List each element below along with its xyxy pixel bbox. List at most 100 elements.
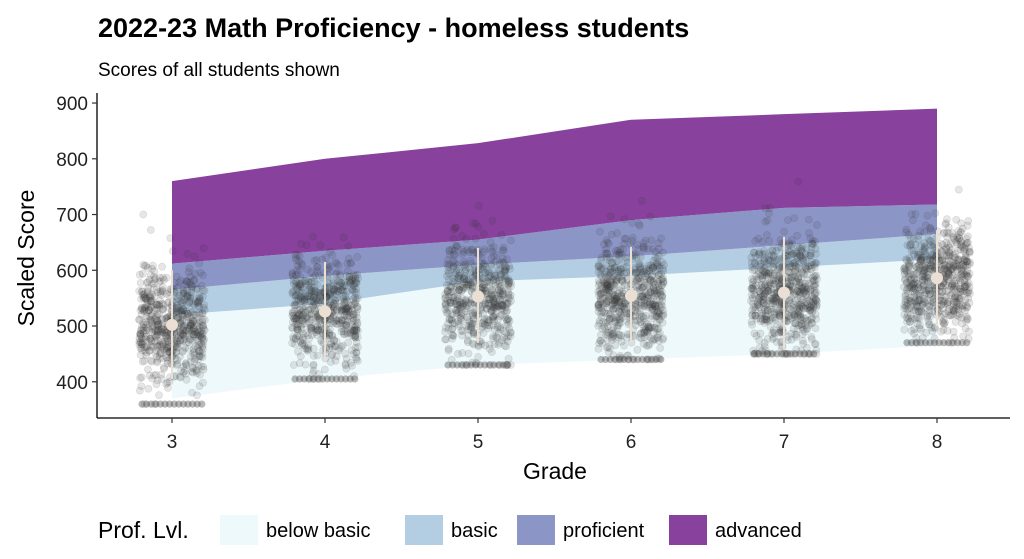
score-point <box>785 312 794 321</box>
score-point <box>310 304 319 312</box>
score-point <box>157 291 166 299</box>
score-point <box>474 201 483 210</box>
score-point <box>147 336 156 345</box>
score-point <box>136 306 145 315</box>
score-point <box>186 334 195 343</box>
legend-label-basic: basic <box>451 520 498 542</box>
score-point <box>464 349 473 358</box>
score-point <box>906 317 914 326</box>
score-point <box>142 320 150 329</box>
score-point <box>173 340 182 349</box>
score-point <box>189 330 198 339</box>
score-point <box>182 326 191 335</box>
score-point <box>195 347 203 356</box>
score-point <box>955 255 963 264</box>
score-point <box>794 177 803 186</box>
score-point <box>150 267 159 276</box>
score-point <box>903 305 912 314</box>
score-point <box>196 294 204 303</box>
y-tick-label: 400 <box>56 373 88 394</box>
chart-title: 2022-23 Math Proficiency - homeless stud… <box>98 13 689 43</box>
score-point <box>147 337 156 345</box>
score-point <box>153 358 161 367</box>
score-point <box>195 352 204 360</box>
score-point <box>184 331 193 339</box>
score-point <box>443 286 452 295</box>
score-point <box>142 294 151 303</box>
score-point <box>143 264 152 272</box>
score-point <box>148 264 156 273</box>
score-point <box>135 270 144 279</box>
score-point <box>188 326 197 335</box>
score-point <box>183 292 191 301</box>
score-point <box>339 291 348 300</box>
score-point <box>341 349 350 358</box>
score-point <box>138 290 147 299</box>
score-point <box>137 340 146 349</box>
score-point <box>916 227 925 236</box>
score-point <box>188 336 197 345</box>
score-point <box>756 259 765 268</box>
score-point <box>153 316 162 325</box>
score-point <box>199 378 207 387</box>
score-point <box>607 230 616 239</box>
score-point <box>146 271 155 280</box>
score-point <box>602 245 610 254</box>
score-point <box>154 325 162 334</box>
floor-point <box>810 350 818 358</box>
score-point <box>195 332 204 341</box>
score-point <box>145 305 154 314</box>
score-point <box>619 245 628 253</box>
score-point <box>293 251 302 259</box>
score-point <box>195 296 204 305</box>
score-point <box>135 315 144 324</box>
score-point <box>647 236 656 245</box>
score-point <box>148 324 157 333</box>
score-point <box>193 328 202 337</box>
score-point <box>143 342 151 351</box>
score-point <box>338 316 347 325</box>
student-score-points <box>135 177 974 408</box>
score-point <box>151 303 160 312</box>
score-point <box>155 391 163 400</box>
score-point <box>135 386 144 395</box>
score-point <box>190 317 198 325</box>
score-point <box>174 303 183 312</box>
score-point <box>293 309 302 318</box>
score-point <box>178 298 187 307</box>
score-point <box>192 285 201 294</box>
score-point <box>620 234 629 243</box>
score-point <box>195 308 203 317</box>
score-point <box>186 326 195 335</box>
score-point <box>189 325 198 334</box>
score-point <box>190 328 199 336</box>
score-point <box>352 355 361 364</box>
score-point <box>188 313 196 322</box>
score-point <box>160 326 169 335</box>
score-point <box>939 319 948 328</box>
score-point <box>959 263 968 272</box>
score-point <box>138 269 147 278</box>
score-point <box>904 230 913 239</box>
score-point <box>193 319 202 327</box>
floor-point <box>351 375 359 383</box>
score-point <box>138 287 146 296</box>
score-point <box>155 341 163 350</box>
score-point <box>141 295 150 304</box>
score-point <box>307 305 315 314</box>
score-point <box>330 335 338 344</box>
score-point <box>175 336 184 344</box>
score-point <box>190 357 199 366</box>
score-point <box>200 300 208 309</box>
score-point <box>151 337 159 346</box>
score-point <box>488 216 497 225</box>
score-point <box>442 272 451 280</box>
score-point <box>139 329 148 338</box>
score-point <box>163 337 172 345</box>
score-point <box>315 296 323 305</box>
score-point <box>195 292 204 301</box>
score-point <box>763 216 772 225</box>
x-tick-label: 4 <box>320 432 331 453</box>
score-point <box>176 328 185 337</box>
score-point <box>188 388 196 397</box>
